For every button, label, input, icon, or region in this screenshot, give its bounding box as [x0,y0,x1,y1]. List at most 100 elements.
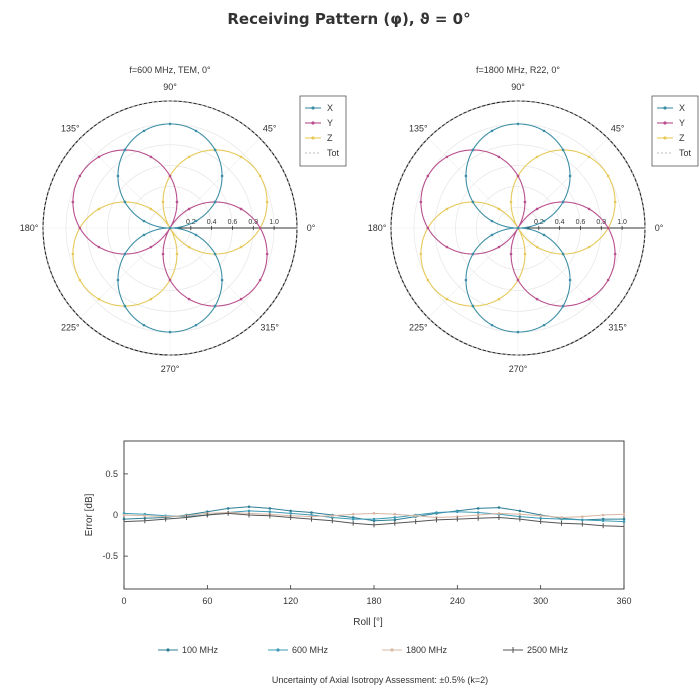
series-x-point [168,330,172,334]
series-z-point [239,155,243,159]
polar-chart-600mhz: f=600 MHz, TEM, 0° 0.2 0.4 0.6 0.8 1.0 0° 45° 9… [20,65,347,374]
series-y-point [445,245,449,249]
series-z-point [258,174,262,178]
series-point [476,511,480,514]
series-point [351,512,355,516]
series-y-point [71,200,75,204]
series-z-point [265,200,269,204]
series-y-point [516,174,520,178]
polar-angle-label: 135° [409,123,428,133]
x-tick-label: 60 [202,596,212,606]
polar-grid-spoke [169,227,261,319]
series-point [518,509,522,513]
series-point [143,514,147,518]
series-point [518,512,522,516]
series-x-point [142,219,146,223]
series-x-point [471,304,475,308]
legend-label: 2500 MHz [527,645,569,655]
series-y-point [516,278,520,282]
polar-angle-label: 315° [260,323,279,333]
series-x-point [464,174,468,178]
x-axis-label: Roll [°] [353,617,383,628]
polar-angle-label: 270° [161,364,180,374]
series-z-point [445,297,449,301]
legend-marker [390,648,394,652]
legend-marker [276,648,280,652]
series-y-point [535,297,539,301]
legend-label-z: Z [327,133,333,143]
series-point [351,517,355,521]
polar-angle-label: 270° [509,364,528,374]
line-legend: 100 MHz 600 MHz 1800 MHz 2500 MHz [158,645,569,655]
series-z-point [71,252,75,256]
polar-radial-tick-label: 0.2 [186,219,196,226]
series-point [247,505,251,509]
series-z-point [606,174,610,178]
line-chart-axial-isotropy: Roll [°] Error [dB] 0 60 120 180 240 300 360 0.… [84,440,632,655]
series-x-point [142,233,146,237]
legend-marker-x [311,106,315,110]
polar-radial-tick-label: 0.4 [555,219,565,226]
series-x-point [123,252,127,256]
polar-radial-tick-label: 0.6 [228,219,238,226]
series-z-point [187,155,191,159]
polar-radial-tick-label: 1.0 [617,219,627,226]
polar-grid-spoke [169,137,261,229]
legend-label: 1800 MHz [406,645,448,655]
series-y-point [445,155,449,159]
plot-area [123,440,625,590]
series-y-point [535,207,539,211]
series-x-point [116,278,120,282]
legend-marker-z [311,136,315,140]
series-x-point [194,219,198,223]
series-y-point [161,252,165,256]
series-x-point [220,278,224,282]
polar-angle-label: 0° [655,223,664,233]
series-x-point [561,252,565,256]
series-point [393,518,397,522]
series-y-point [187,297,191,301]
series-y-point [587,207,591,211]
series-point [372,512,376,515]
series-x-point [123,304,127,308]
series-point [622,520,626,523]
x-tick-label: 180 [366,596,381,606]
polar-grid-spoke [517,137,609,229]
series-point [289,509,292,513]
polar-angle-label: 180° [368,223,387,233]
series-y-point [265,252,269,256]
series-x-point [213,304,217,308]
series-x-point [213,252,217,256]
legend-label-z: Z [679,133,685,143]
series-point [456,510,459,514]
series-x-point [213,148,217,152]
series-point [289,512,292,515]
series-z-point [175,252,179,256]
series-x-point [142,323,146,327]
polar-title: f=600 MHz, TEM, 0° [129,65,211,75]
series-y-point [149,245,153,249]
series-x-point [490,323,494,327]
series-x-point [220,174,224,178]
series-x-point [194,323,198,327]
series-point [393,516,397,519]
series-point [476,513,480,517]
series-z-point [97,207,101,211]
series-z-point [613,200,617,204]
series-x-point [142,129,146,133]
series-y-point [97,245,101,249]
series-y-point [497,155,501,159]
series-z-point [419,252,423,256]
series-x-point [123,148,127,152]
series-point [539,514,542,518]
series-x-point [568,174,572,178]
polar-legend-box [299,95,347,167]
series-y-point [497,245,501,249]
series-point [268,510,272,514]
series-z-point [239,245,243,249]
polar-grid-spoke [427,137,519,229]
series-x-point [542,129,546,133]
series-x-point [490,129,494,133]
polar-angle-label: 225° [409,323,428,333]
series-y-point [175,200,179,204]
